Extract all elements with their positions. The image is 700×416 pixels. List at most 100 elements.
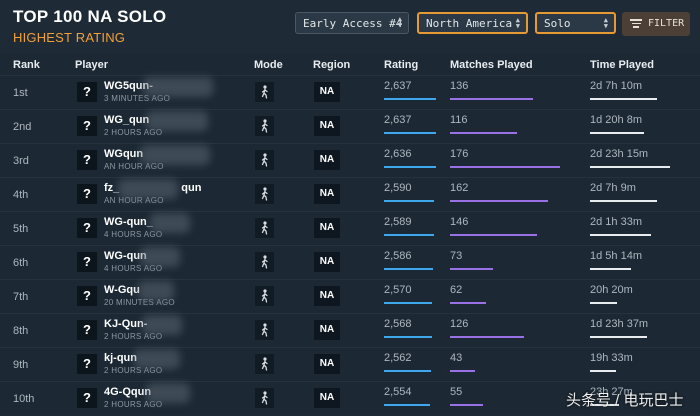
player-name[interactable]: WGqun <box>104 148 144 160</box>
player-name[interactable]: W-Gqu <box>104 284 140 296</box>
column-header-rank[interactable]: Rank <box>13 59 40 71</box>
filter-button[interactable]: FILTER <box>622 12 690 36</box>
question-mark-icon: ? <box>77 388 97 408</box>
walking-person-icon <box>255 218 274 238</box>
season-select[interactable]: Early Access #4 ▲ ▼ <box>295 12 409 34</box>
rating-bar <box>384 234 434 236</box>
up-down-arrows-icon: ▲ ▼ <box>603 16 608 30</box>
question-mark-icon: ? <box>77 218 97 238</box>
redaction-blur <box>146 383 190 403</box>
table-row[interactable]: 10th? 4G-Qqun 2 HOURS AGO NA 2,554 55 23h 27m <box>0 381 700 416</box>
time-value: 2d 1h 33m <box>590 216 642 228</box>
matches-bar <box>450 268 493 270</box>
matches-bar <box>450 234 537 236</box>
matches-value: 136 <box>450 80 469 92</box>
table-row[interactable]: 6th? WG-qun 4 HOURS AGO NA 2,586 73 1d 5h 14m <box>0 245 700 280</box>
time-value: 1d 23h 37m <box>590 318 649 330</box>
player-name[interactable]: KJ-Qun- <box>104 318 148 330</box>
time-value: 19h 33m <box>590 352 633 364</box>
last-seen-label: AN HOUR AGO <box>104 196 164 205</box>
question-mark-icon: ? <box>77 252 97 272</box>
rating-value: 2,637 <box>384 80 412 92</box>
rating-value: 2,554 <box>384 386 412 398</box>
mode-select[interactable]: Solo ▲ ▼ <box>535 12 616 34</box>
matches-value: 146 <box>450 216 469 228</box>
time-value: 2d 7h 9m <box>590 182 636 194</box>
player-name[interactable]: 4G-Qqun <box>104 386 152 398</box>
question-mark-icon: ? <box>77 184 97 204</box>
rating-bar <box>384 98 436 100</box>
rank-label: 2nd <box>13 121 32 133</box>
walking-person-icon <box>255 252 274 272</box>
redaction-blur <box>118 179 178 199</box>
rank-label: 4th <box>13 189 29 201</box>
mode-select-value: Solo <box>544 17 571 30</box>
column-header-player[interactable]: Player <box>75 59 109 71</box>
player-name[interactable]: kj-qun <box>104 352 137 364</box>
filter-lines-icon <box>630 19 642 30</box>
rank-label: 7th <box>13 291 29 303</box>
region-select[interactable]: North America ▲ ▼ <box>417 12 528 34</box>
rating-value: 2,636 <box>384 148 412 160</box>
rating-bar <box>384 336 432 338</box>
rating-value: 2,637 <box>384 114 412 126</box>
matches-bar <box>450 336 524 338</box>
question-mark-icon: ? <box>77 320 97 340</box>
rank-label: 10th <box>13 393 35 405</box>
player-name[interactable]: WG-qun <box>104 250 147 262</box>
table-row[interactable]: 3rd? WGqun AN HOUR AGO NA 2,636 176 2d 23h 15m <box>0 143 700 178</box>
region-badge: NA <box>314 82 340 102</box>
rating-value: 2,589 <box>384 216 412 228</box>
redaction-blur <box>138 281 174 301</box>
question-mark-icon: ? <box>77 286 97 306</box>
time-bar <box>590 302 617 304</box>
table-row[interactable]: 7th? W-Gqu 20 MINUTES AGO NA 2,570 62 20h 20m <box>0 279 700 314</box>
player-name[interactable]: WG-qun_ <box>104 216 153 228</box>
question-mark-icon: ? <box>77 82 97 102</box>
column-header-region[interactable]: Region <box>313 59 351 71</box>
player-name[interactable]: fz_ qun <box>104 182 202 194</box>
rating-bar <box>384 132 436 134</box>
region-badge: NA <box>314 184 340 204</box>
rating-bar <box>384 370 431 372</box>
rating-value: 2,570 <box>384 284 412 296</box>
time-bar <box>590 370 616 372</box>
rank-label: 8th <box>13 325 29 337</box>
table-row[interactable]: 1st? WG5qun- 3 MINUTES AGO NA 2,637 136 2d 7h … <box>0 75 700 110</box>
matches-value: 55 <box>450 386 463 398</box>
filter-button-label: FILTER <box>648 18 685 29</box>
rating-bar <box>384 404 430 406</box>
table-row[interactable]: 4th? fz_ qun AN HOUR AGO NA 2,590 162 2d 7h 9m <box>0 177 700 212</box>
region-badge: NA <box>314 150 340 170</box>
region-badge: NA <box>314 218 340 238</box>
redaction-blur <box>140 247 180 267</box>
page-title: TOP 100 NA SOLO <box>13 7 167 26</box>
walking-person-icon <box>255 150 274 170</box>
leaderboard-table: Rank Player Mode Region Rating Matches P… <box>0 54 700 414</box>
table-row[interactable]: 9th? kj-qun 2 HOURS AGO NA 2,562 43 19h 33m <box>0 347 700 382</box>
rating-bar <box>384 166 436 168</box>
last-seen-label: AN HOUR AGO <box>104 162 164 171</box>
column-header-mode[interactable]: Mode <box>254 59 283 71</box>
player-name[interactable]: WG_qun <box>104 114 150 126</box>
season-select-value: Early Access #4 <box>303 17 403 30</box>
column-header-matches[interactable]: Matches Played <box>450 59 533 71</box>
column-header-rating[interactable]: Rating <box>384 59 419 71</box>
redaction-blur <box>142 315 182 335</box>
time-bar <box>590 234 651 236</box>
time-value: 2d 23h 15m <box>590 148 649 160</box>
time-value: 20h 20m <box>590 284 633 296</box>
matches-value: 43 <box>450 352 463 364</box>
player-name[interactable]: WG5qun- <box>104 80 153 92</box>
region-badge: NA <box>314 320 340 340</box>
walking-person-icon <box>255 286 274 306</box>
walking-person-icon <box>255 116 274 136</box>
matches-bar <box>450 98 533 100</box>
column-header-time[interactable]: Time Played <box>590 59 654 71</box>
time-bar <box>590 166 670 168</box>
question-mark-icon: ? <box>77 150 97 170</box>
table-row[interactable]: 5th? WG-qun_ 4 HOURS AGO NA 2,589 146 2d 1h 33… <box>0 211 700 246</box>
time-bar <box>590 132 644 134</box>
table-row[interactable]: 8th? KJ-Qun- 2 HOURS AGO NA 2,568 126 1d 23h 3… <box>0 313 700 348</box>
table-row[interactable]: 2nd? WG_qun 2 HOURS AGO NA 2,637 116 1d 20h 8m <box>0 109 700 144</box>
